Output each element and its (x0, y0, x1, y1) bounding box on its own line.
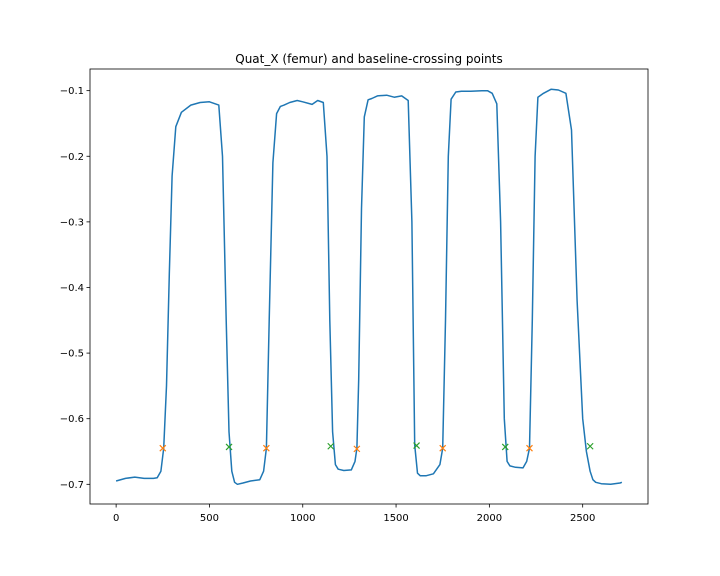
y-tick-label: −0.1 (60, 86, 84, 97)
x-tick-label: 1000 (290, 513, 315, 524)
y-tick-label: −0.2 (60, 152, 84, 163)
plot-area-frame (89, 68, 649, 505)
x-axis: 0 500 1000 1500 2000 2500 (113, 504, 595, 524)
falling-crossing-marker (586, 442, 594, 450)
x-tick-label: 2000 (477, 513, 502, 524)
rising-crossing-marker (526, 444, 533, 452)
x-tick-label: 1500 (383, 513, 408, 524)
y-tick-label: −0.7 (60, 480, 84, 491)
signal-line (115, 88, 623, 486)
rising-crossing-marker (353, 445, 361, 453)
falling-crossing-marker (413, 442, 421, 450)
falling-crossing-marker (327, 442, 335, 450)
x-tick-label: 2500 (570, 513, 595, 524)
y-axis: −0.1 −0.2 −0.3 −0.4 −0.5 −0.6 −0.7 (60, 86, 90, 491)
rising-crossing-marker (159, 444, 167, 452)
falling-crossing-marker (225, 443, 233, 451)
y-tick-label: −0.3 (60, 217, 84, 228)
y-tick-label: −0.4 (60, 283, 84, 294)
falling-crossing-marker (501, 443, 509, 451)
chart-title: Quat_X (femur) and baseline-crossing poi… (235, 52, 502, 66)
x-tick-label: 0 (113, 513, 119, 524)
rising-crossing-marker (439, 444, 447, 452)
x-tick-label: 500 (200, 513, 219, 524)
rising-crossing-marker (262, 444, 270, 452)
y-tick-label: −0.6 (60, 414, 84, 425)
y-tick-label: −0.5 (60, 349, 84, 360)
series-layer (115, 88, 623, 486)
